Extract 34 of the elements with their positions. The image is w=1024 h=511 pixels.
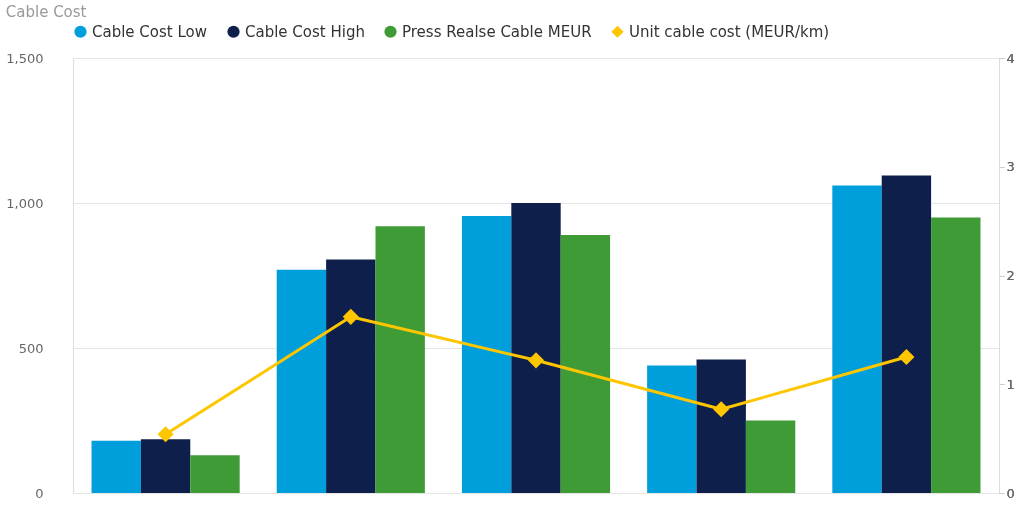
bar: [190, 455, 240, 493]
bar: [696, 359, 746, 493]
bar: [461, 216, 512, 493]
legend-label: Cable Cost Low: [92, 22, 208, 41]
bar: [931, 217, 981, 493]
y-tick-label: 0: [35, 485, 44, 501]
bar: [91, 440, 141, 493]
y2-tick-label: 1: [1006, 376, 1015, 392]
y2-tick-label: 2: [1006, 268, 1015, 283]
bar: [832, 185, 882, 493]
y2-tick-label: 0: [1006, 485, 1015, 501]
legend-label: Press Realse Cable MEUR: [402, 22, 592, 41]
y-tick-label: 1,500: [6, 50, 44, 66]
point: [342, 308, 359, 325]
bar: [745, 420, 796, 493]
point: [713, 401, 730, 418]
bar: [326, 259, 376, 493]
y2-tick-label: 4: [1006, 50, 1015, 66]
bar: [140, 439, 191, 493]
y-tick-label: 500: [18, 340, 44, 356]
bar: [647, 365, 697, 493]
bar: [881, 175, 932, 493]
legend-label: Unit cable cost (MEUR/km): [629, 22, 830, 41]
y2-tick-label: 3: [1006, 159, 1015, 175]
legend-label: Cable Cost High: [245, 22, 365, 41]
bar: [560, 234, 611, 493]
point: [527, 352, 545, 369]
chart-title: Cable Cost: [5, 3, 87, 21]
point: [898, 349, 915, 366]
bar: [276, 269, 327, 493]
bar: [511, 203, 561, 493]
point: [157, 426, 174, 443]
y-tick-label: 1,000: [6, 195, 44, 211]
bar: [375, 226, 425, 493]
